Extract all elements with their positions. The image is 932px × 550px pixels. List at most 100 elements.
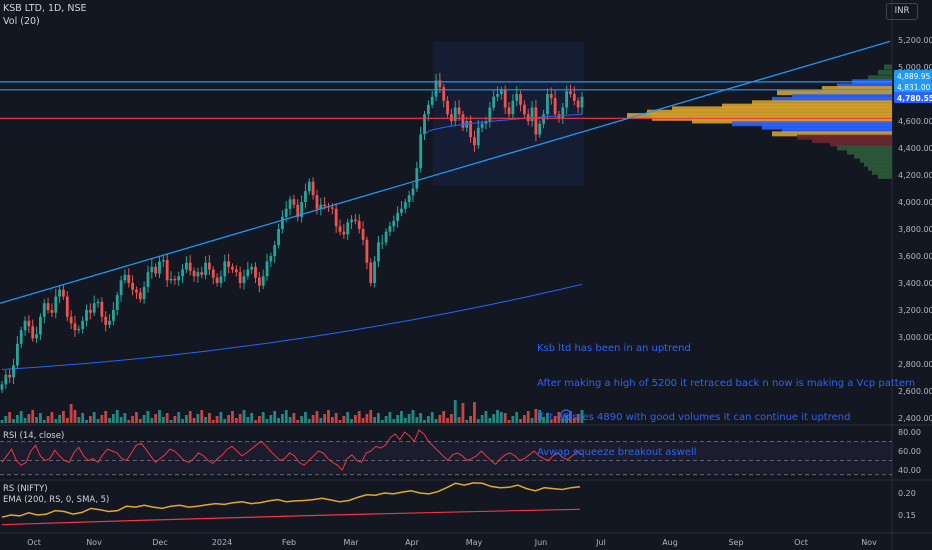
candle-body	[231, 266, 234, 270]
volume-bar	[250, 413, 254, 423]
volume-profile-bar	[847, 149, 892, 155]
candle-body	[338, 226, 342, 232]
price-label: 4,831.00	[897, 83, 931, 92]
x-axis-label: Jul	[595, 538, 606, 547]
volume-bar	[85, 420, 88, 423]
candle-body	[323, 204, 327, 207]
y-axis-label: 4,400.00	[898, 144, 932, 153]
candle-body	[284, 208, 288, 217]
candle-body	[496, 94, 499, 97]
volume-profile-bar	[878, 69, 892, 75]
volume-bar	[334, 413, 338, 423]
y-axis-label: 2,400.00	[898, 414, 932, 423]
volume-bar	[154, 414, 158, 423]
volume-bar	[365, 414, 369, 423]
candle-body	[300, 202, 304, 217]
rs-title: RS (NIFTY)	[3, 484, 48, 494]
candle-body	[392, 220, 396, 227]
candle-body	[269, 256, 273, 262]
volume-bar	[261, 412, 265, 423]
volume-bar	[165, 413, 169, 423]
x-axis-label: Nov	[861, 538, 877, 547]
candle-body	[480, 123, 484, 128]
volume-bar	[300, 416, 304, 423]
candle-body	[388, 226, 392, 232]
candle-body	[73, 323, 77, 331]
candle-body	[100, 301, 104, 317]
candle-body	[265, 261, 269, 277]
candle-body	[572, 94, 576, 101]
volume-bar	[8, 412, 12, 423]
candle-body	[104, 316, 108, 325]
volume-bar	[580, 410, 584, 423]
y-axis-label: 2,600.00	[898, 387, 932, 396]
avwap-line	[424, 113, 583, 135]
volume-bar	[135, 412, 138, 423]
volume-bar	[257, 416, 261, 423]
volume-bar	[350, 419, 353, 423]
volume-bar	[115, 410, 119, 423]
candle-body	[15, 343, 19, 366]
volume-bar	[158, 410, 161, 423]
candle-body	[350, 219, 353, 223]
candle-body	[62, 289, 65, 297]
currency-button[interactable]: INR	[886, 3, 918, 20]
candle-body	[511, 100, 515, 115]
volume-bar	[403, 418, 407, 423]
volume-bar	[457, 417, 461, 423]
volume-bar	[392, 419, 396, 423]
volume-profile-bar	[647, 109, 892, 115]
volume-bar	[15, 415, 19, 423]
candle-body	[411, 188, 415, 196]
x-axis-label: Oct	[794, 538, 808, 547]
candle-body	[96, 301, 100, 304]
volume-bar	[58, 415, 62, 423]
candle-body	[192, 270, 196, 277]
candle-body	[415, 168, 419, 189]
candle-body	[246, 269, 250, 277]
volume-bar	[219, 412, 223, 423]
candle-body	[65, 296, 69, 317]
volume-bar	[0, 420, 4, 423]
rs-ema-line	[1, 508, 581, 526]
candle-body	[311, 181, 315, 196]
rs-subtitle: EMA (200, RS, 0, SMA, 5)	[3, 495, 109, 505]
volume-bar	[488, 418, 492, 423]
volume-bar	[476, 419, 480, 423]
volume-profile-bar	[830, 141, 892, 147]
volume-bar	[496, 410, 499, 423]
annotation-line: Ksb ltd has been in an uptrend	[537, 343, 691, 354]
volume-profile-bar	[864, 161, 892, 167]
y-axis-label: 3,400.00	[898, 279, 932, 288]
candle-body	[396, 212, 400, 221]
candle-body	[530, 107, 534, 121]
volume-bar	[150, 418, 154, 423]
volume-bar	[530, 418, 534, 423]
volume-bar	[42, 420, 46, 423]
volume-bar	[503, 413, 507, 423]
candle-body	[146, 272, 150, 288]
volume-bar	[565, 415, 569, 423]
volume-bar	[234, 418, 238, 423]
candle-body	[434, 80, 438, 97]
rs-line	[1, 482, 581, 518]
volume-bar	[192, 418, 196, 423]
candle-body	[27, 320, 31, 327]
y-axis-label: 2,800.00	[898, 360, 932, 369]
candle-body	[223, 261, 227, 277]
candle-body	[334, 208, 338, 227]
volume-bar	[330, 417, 334, 423]
volume-bar	[311, 415, 315, 423]
volume-bar	[423, 420, 426, 423]
candle-body	[81, 320, 85, 329]
candle-body	[565, 91, 569, 108]
candle-body	[430, 96, 434, 105]
candle-body	[173, 278, 177, 281]
candle-body	[161, 260, 165, 262]
candle-body	[361, 229, 365, 240]
volume-profile-bar	[762, 124, 892, 130]
volume-bar	[407, 414, 411, 423]
candle-body	[488, 107, 492, 121]
volume-bar	[269, 415, 273, 423]
candle-body	[215, 277, 219, 283]
